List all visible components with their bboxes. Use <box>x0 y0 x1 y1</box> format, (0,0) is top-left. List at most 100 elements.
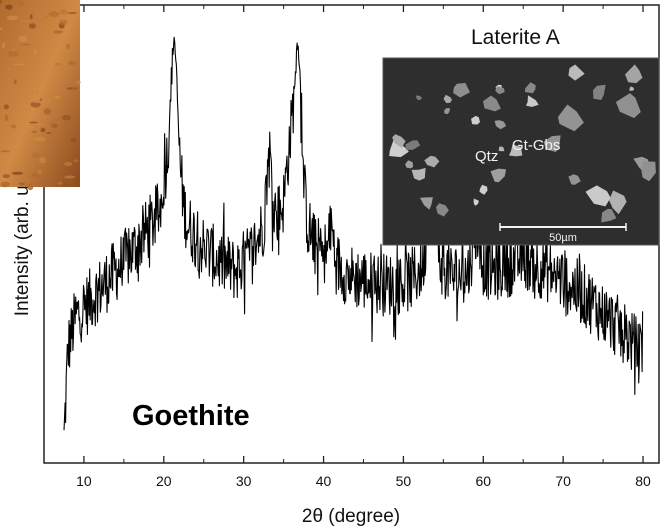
sem-particle <box>495 86 505 95</box>
sem-particle <box>609 190 627 215</box>
photo-grain <box>37 169 43 175</box>
photo-grain <box>6 15 19 21</box>
sem-label-qtz: Qtz <box>475 148 498 165</box>
photo-grain <box>63 162 73 166</box>
x-axis-title: 2θ (degree) <box>302 506 400 527</box>
sem-particle <box>483 95 501 112</box>
sem-particle <box>405 140 421 150</box>
sem-particle <box>420 197 433 210</box>
sem-particle <box>494 120 507 130</box>
photo-grain <box>48 11 60 17</box>
x-tick-marks <box>83 5 644 463</box>
photo-grain <box>73 159 79 163</box>
sem-particle <box>615 93 641 119</box>
photo-grain <box>18 182 26 185</box>
photo-grain <box>10 124 17 129</box>
sem-particle <box>443 94 452 104</box>
photo-grain <box>33 137 46 142</box>
photo-grain <box>67 12 77 14</box>
sem-particle <box>471 115 480 125</box>
x-tick-label-30: 30 <box>236 473 252 489</box>
photo-grain <box>31 130 38 133</box>
photo-grain <box>19 43 32 46</box>
photo-grain <box>53 30 64 34</box>
sem-particle <box>524 82 536 94</box>
photo-grain <box>31 105 41 108</box>
photo-grain <box>76 80 81 85</box>
sem-particle <box>601 208 617 223</box>
photo-grain <box>68 60 77 66</box>
sem-particle <box>568 174 581 185</box>
sem-particle <box>436 203 449 217</box>
mineral-label: Goethite <box>132 400 250 432</box>
photo-texture <box>0 0 81 191</box>
photo-grain <box>19 19 31 23</box>
sem-particle <box>473 198 479 206</box>
sem-particle <box>415 95 422 101</box>
photo-grain <box>0 27 3 30</box>
photo-grain <box>30 14 33 20</box>
sem-particle <box>392 134 406 148</box>
sem-particle <box>526 95 539 107</box>
photo-grain <box>32 100 44 104</box>
sem-particle <box>593 84 606 100</box>
photo-grain <box>2 174 10 179</box>
sem-particle <box>444 108 451 115</box>
photo-grain <box>24 125 34 130</box>
photo-grain <box>0 0 2 4</box>
sem-inset: Qtz Gt-Gbs 50µm <box>382 57 660 246</box>
photo-grain <box>5 4 13 10</box>
x-tick-label-80: 80 <box>635 473 651 489</box>
sem-particle <box>490 168 507 183</box>
photo-grain <box>54 95 60 99</box>
y-axis-title: Intensity (arb. u.) <box>12 174 33 317</box>
photo-grain <box>66 43 71 50</box>
photo-grain <box>27 183 34 191</box>
photo-grain <box>43 108 51 115</box>
sem-particle <box>389 139 409 158</box>
photo-grain <box>59 9 68 16</box>
photo-grain <box>62 181 68 187</box>
photo-grain <box>12 48 15 52</box>
sem-particle <box>543 135 561 152</box>
photo-grain <box>36 91 39 93</box>
photo-grain <box>33 49 38 55</box>
x-tick-label-20: 20 <box>156 473 172 489</box>
sem-particle <box>453 82 470 98</box>
photo-grain <box>7 68 12 71</box>
photo-surface <box>0 0 80 187</box>
photo-grain <box>39 157 47 164</box>
photo-grain <box>36 124 45 126</box>
sem-label-gt-gbs: Gt-Gbs <box>512 137 560 154</box>
photo-grain <box>3 104 9 110</box>
photo-grain <box>45 132 52 134</box>
sem-particle <box>498 146 505 152</box>
photo-grain <box>4 114 9 122</box>
x-tick-label-10: 10 <box>76 473 92 489</box>
sem-particle <box>629 86 635 91</box>
photo-grain <box>54 62 62 66</box>
photo-grain <box>58 181 63 185</box>
sem-particle <box>568 64 585 81</box>
photo-grain <box>51 123 58 128</box>
photo-grain <box>64 175 76 179</box>
scale-bar-label: 50µm <box>549 232 577 244</box>
photo-grain <box>1 42 6 49</box>
x-tick-label-60: 60 <box>475 473 491 489</box>
photo-grain <box>0 181 10 188</box>
photo-grain <box>59 19 68 26</box>
sem-particle <box>625 64 643 84</box>
laterite-photo <box>0 0 81 191</box>
photo-grain <box>29 121 38 124</box>
sem-particle <box>424 155 440 168</box>
photo-grain <box>7 51 19 57</box>
photo-grain <box>31 152 40 159</box>
photo-grain <box>45 15 48 19</box>
photo-grain <box>19 104 31 108</box>
photo-grain <box>61 114 72 121</box>
sem-particles <box>389 64 656 223</box>
sem-particle <box>405 160 413 169</box>
sem-particle <box>508 144 523 157</box>
sample-title: Laterite A <box>471 26 560 49</box>
photo-grain <box>11 171 23 175</box>
